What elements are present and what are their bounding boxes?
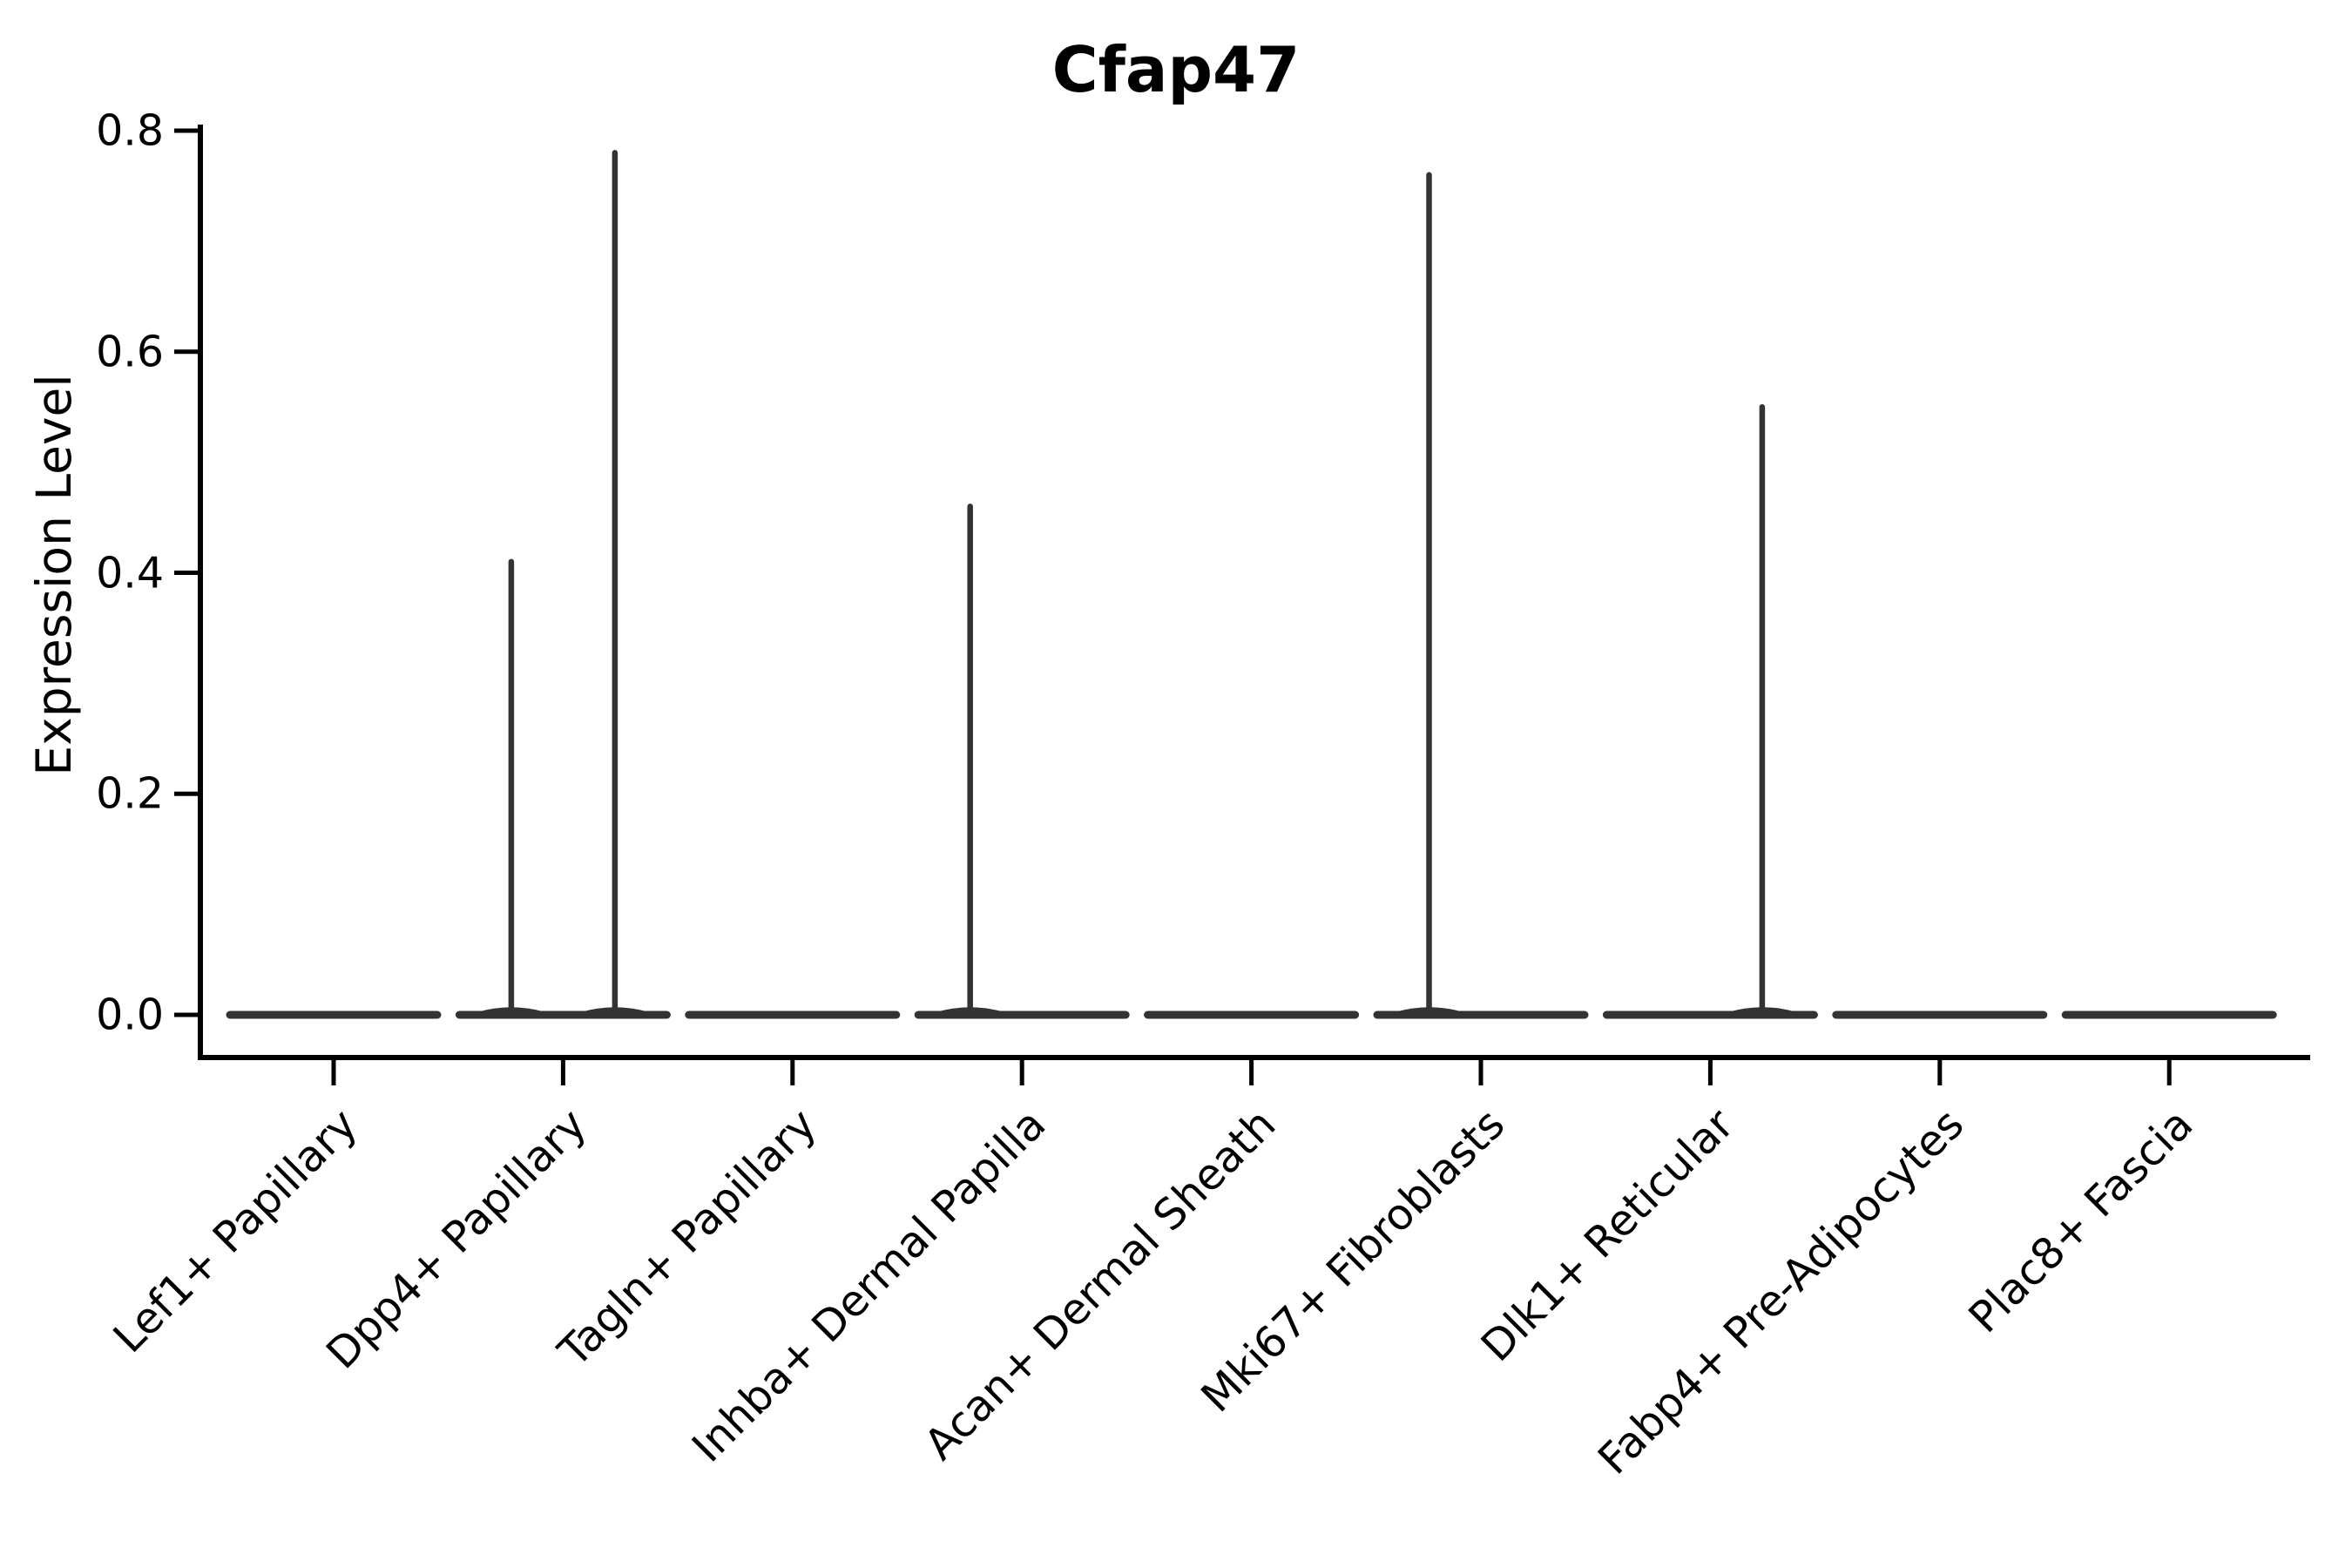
y-tick-label-0.8: 0.8 [96, 105, 164, 156]
chart-title: Cfap47 [1051, 33, 1301, 106]
y-tick-label-0.6: 0.6 [96, 327, 164, 377]
y-tick-label-0.4: 0.4 [96, 548, 164, 598]
y-tick-label-0.2: 0.2 [96, 768, 164, 819]
y-tick-label-0.0: 0.0 [96, 990, 164, 1040]
